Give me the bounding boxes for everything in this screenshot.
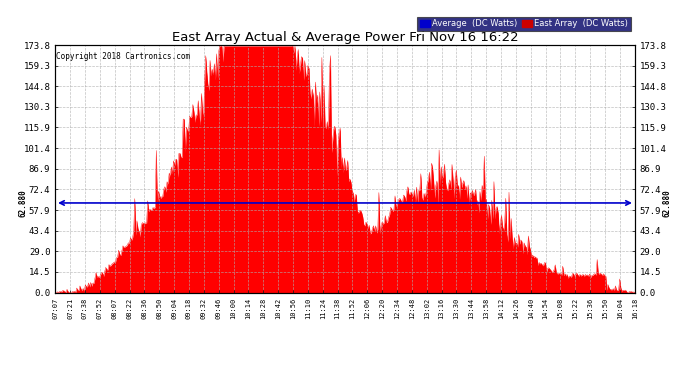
Legend: Average  (DC Watts), East Array  (DC Watts): Average (DC Watts), East Array (DC Watts… — [417, 17, 631, 31]
Text: 62.880: 62.880 — [19, 189, 28, 217]
Title: East Array Actual & Average Power Fri Nov 16 16:22: East Array Actual & Average Power Fri No… — [172, 31, 518, 44]
Text: 62.880: 62.880 — [662, 189, 671, 217]
Text: Copyright 2018 Cartronics.com: Copyright 2018 Cartronics.com — [57, 53, 190, 62]
